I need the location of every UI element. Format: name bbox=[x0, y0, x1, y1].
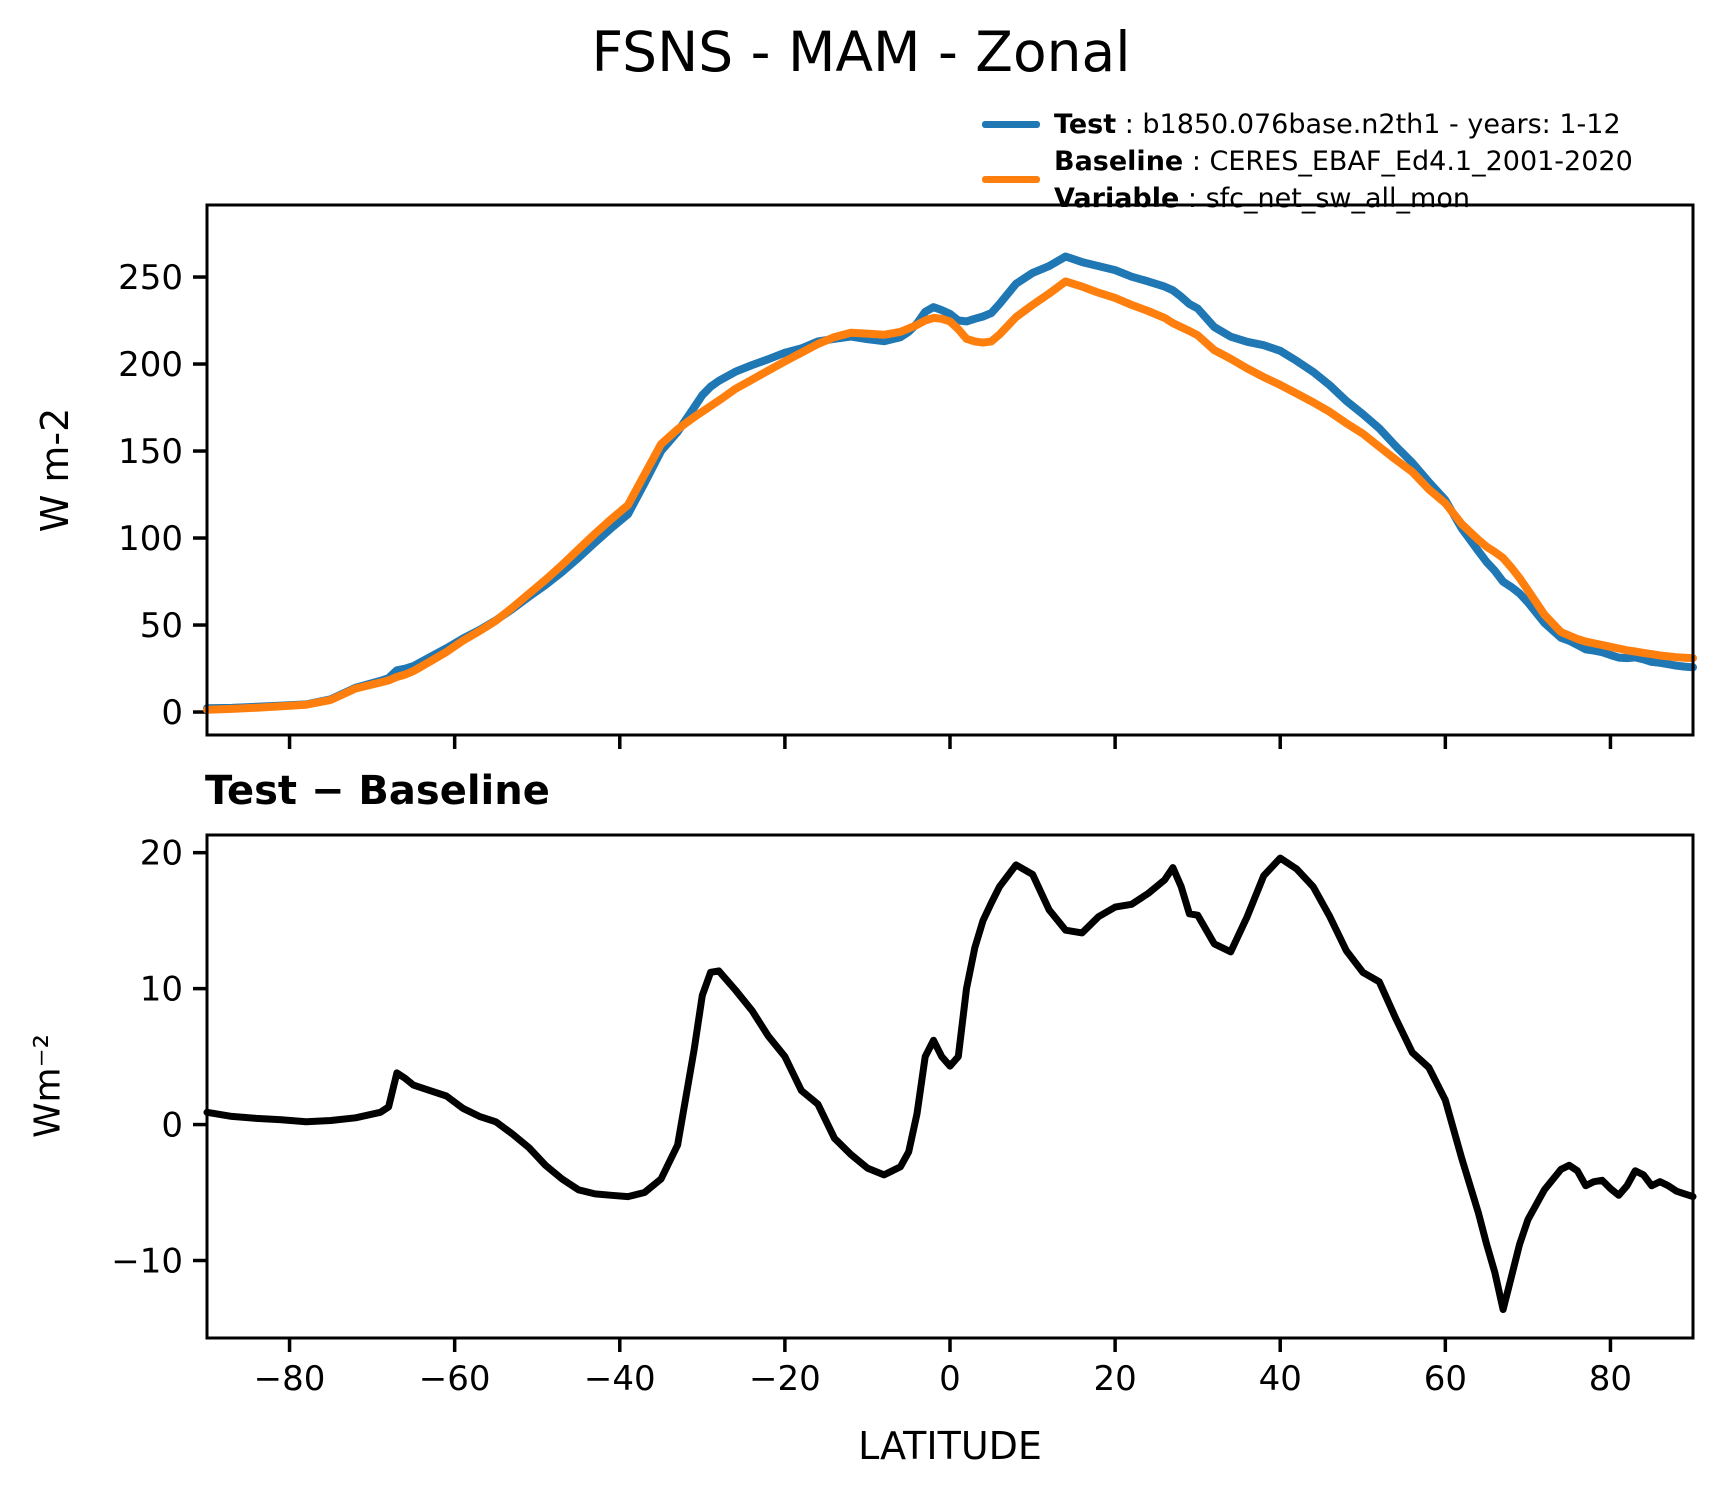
x-tick-label: 0 bbox=[939, 1359, 961, 1399]
y-tick-label: 100 bbox=[118, 519, 183, 559]
figure-title: FSNS - MAM - Zonal bbox=[591, 20, 1131, 84]
axes-spine bbox=[205, 833, 1695, 1340]
x-tick-label: −60 bbox=[419, 1359, 491, 1399]
legend-entry-baseline: Baseline : CERES_EBAF_Ed4.1_2001-2020 bbox=[980, 143, 1633, 180]
y-tick-label: 50 bbox=[140, 606, 183, 646]
x-tick-label: −40 bbox=[584, 1359, 656, 1399]
legend-test-swatch-line bbox=[982, 121, 1040, 128]
legend-baseline-swatch-line bbox=[982, 176, 1040, 183]
legend-variable-value: : sfc_net_sw_all_mon bbox=[1179, 183, 1470, 214]
legend-baseline-label: Baseline bbox=[1054, 146, 1184, 177]
x-tick-label: −20 bbox=[749, 1359, 821, 1399]
y-tick-label: 200 bbox=[118, 345, 183, 385]
axes-spine bbox=[205, 203, 1695, 737]
legend-test-value: : b1850.076base.n2th1 - years: 1-12 bbox=[1116, 109, 1621, 140]
y-tick-label: 150 bbox=[118, 432, 183, 472]
legend-test-label: Test bbox=[1054, 109, 1117, 140]
x-tick-label: 40 bbox=[1259, 1359, 1302, 1399]
legend-entry-variable: Variable : sfc_net_sw_all_mon bbox=[980, 180, 1633, 217]
x-tick-label: 60 bbox=[1424, 1359, 1467, 1399]
x-tick-label: 20 bbox=[1093, 1359, 1136, 1399]
legend: Test : b1850.076base.n2th1 - years: 1-12… bbox=[980, 106, 1633, 217]
x-tick-label: 80 bbox=[1589, 1359, 1632, 1399]
y-tick-label: 250 bbox=[118, 258, 183, 298]
legend-entry-test: Test : b1850.076base.n2th1 - years: 1-12 bbox=[980, 106, 1633, 143]
y-tick-label: −10 bbox=[111, 1242, 183, 1282]
y-tick-label: 0 bbox=[161, 1106, 183, 1146]
y-tick-label: 0 bbox=[161, 693, 183, 733]
diff-plot-title: Test − Baseline bbox=[205, 768, 550, 814]
legend-baseline-value: : CERES_EBAF_Ed4.1_2001-2020 bbox=[1183, 146, 1633, 177]
x-tick-label: −80 bbox=[254, 1359, 326, 1399]
diff-line bbox=[203, 854, 1697, 1313]
x-axis-label: LATITUDE bbox=[858, 1424, 1042, 1468]
baseline-line bbox=[203, 277, 1697, 714]
y-tick-label: 10 bbox=[140, 970, 183, 1010]
y-tick-label: 20 bbox=[140, 834, 183, 874]
legend-variable-label: Variable bbox=[1054, 183, 1180, 214]
